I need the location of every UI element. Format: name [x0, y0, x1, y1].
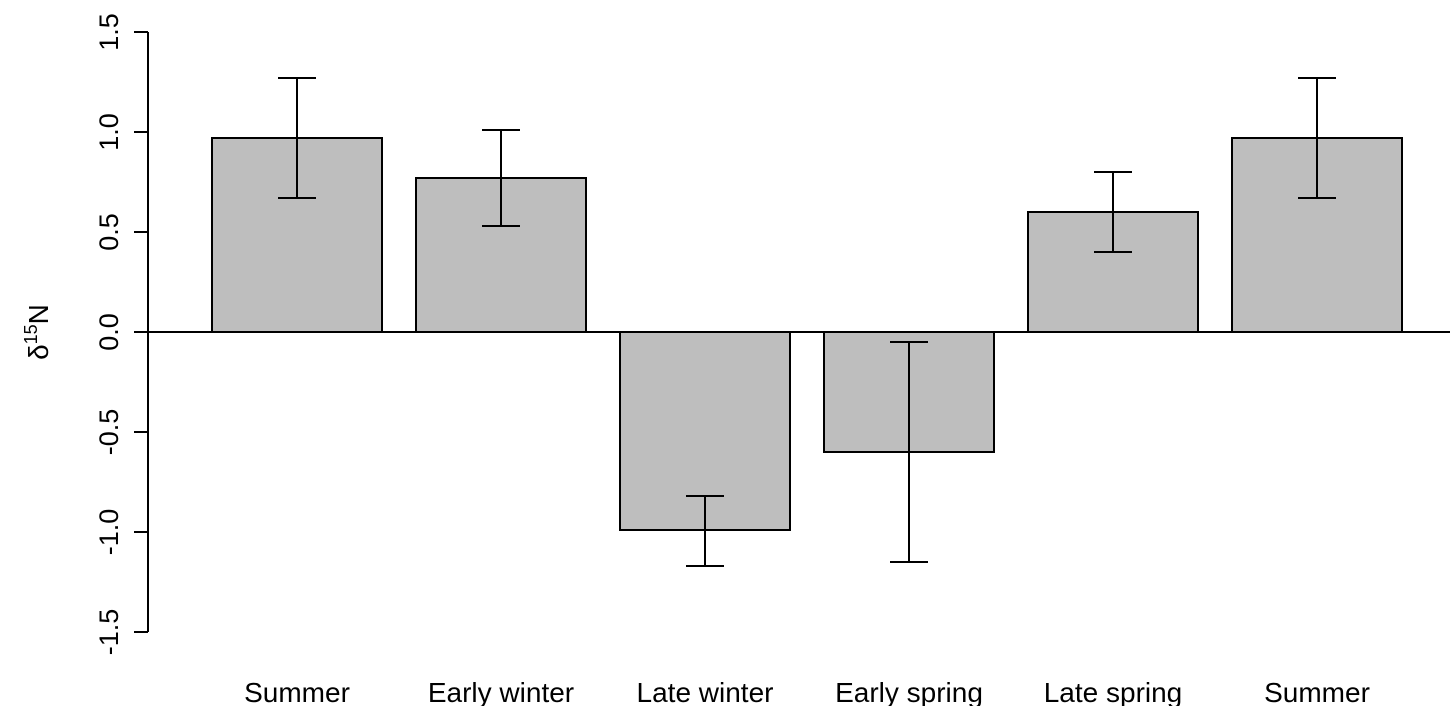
y-tick-label: -1.0 [94, 509, 124, 556]
y-axis-title-suffix: N [23, 304, 54, 324]
y-tick-label: 1.5 [94, 13, 124, 51]
error-bars [278, 77, 1336, 567]
x-category-label: Late spring [1044, 677, 1183, 706]
x-axis-labels: Summer Early winter Late winter Early sprin… [244, 677, 1370, 706]
y-axis-title: δ15N [21, 304, 54, 360]
x-category-label: Early winter [428, 677, 574, 706]
y-tick-label: 1.0 [94, 113, 124, 151]
x-category-label: Early spring [835, 677, 983, 706]
y-axis-title-base: δ [23, 344, 54, 360]
y-axis-label: δ15N [21, 304, 54, 360]
y-axis: -1.5 -1.0 -0.5 0.0 0.5 1.0 1.5 [94, 13, 149, 656]
y-tick-label: 0.5 [94, 213, 124, 251]
y-axis-title-superscript: 15 [21, 324, 41, 344]
x-category-label: Summer [1264, 677, 1370, 706]
x-category-label: Late winter [637, 677, 774, 706]
y-tick-label: 0.0 [94, 313, 124, 351]
y-tick-label: -1.5 [94, 609, 124, 656]
bars [211, 137, 1403, 531]
y-tick-label: -0.5 [94, 409, 124, 456]
x-category-label: Summer [244, 677, 350, 706]
